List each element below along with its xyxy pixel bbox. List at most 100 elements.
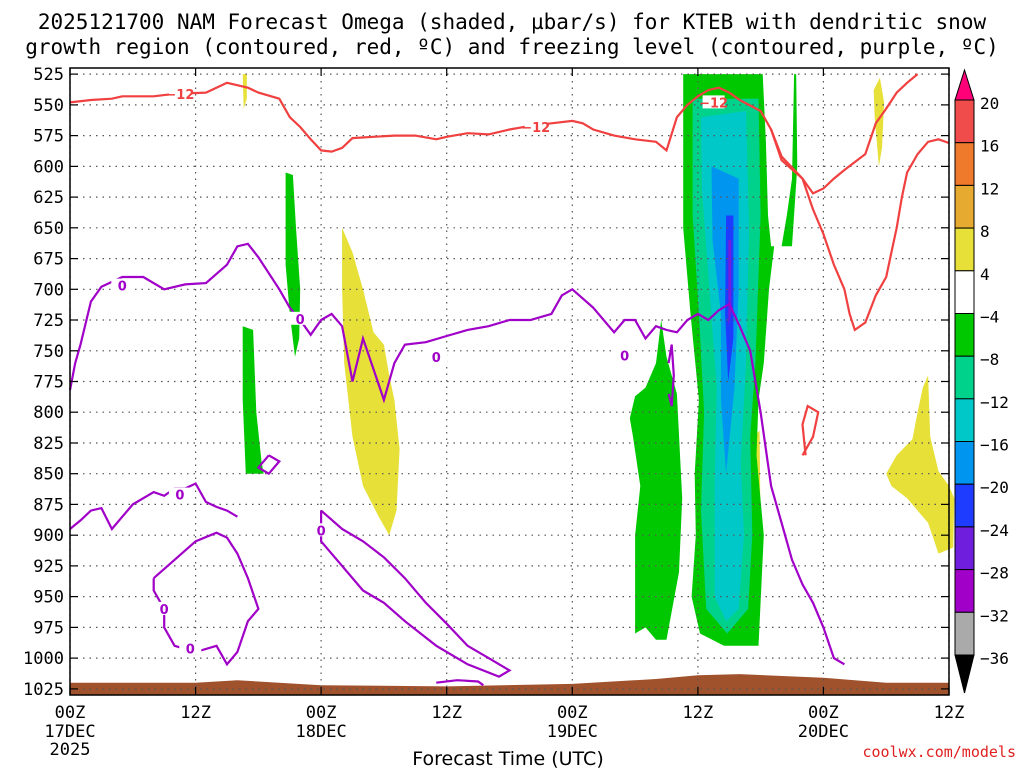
contour-label-bg [168,86,191,100]
dgz-contour-lower [770,129,950,332]
colorbar-level-label: −8 [980,350,999,369]
colorbar-level-label: −20 [980,478,1009,497]
contour-label: 0 [317,524,326,539]
x-tick-time: 12Z [431,703,462,723]
contour-label-bg [179,641,202,655]
y-tick-label: 625 [33,188,64,208]
colorbar-segment [954,526,975,571]
y-tick-label: 800 [33,403,64,423]
colorbar-segment [954,569,975,613]
y-tick-label: 550 [33,96,64,116]
colorbar-level-label: 8 [980,222,990,241]
freezing-contour-lower [69,482,238,531]
colorbar-level-label: −4 [980,308,999,327]
x-tick-time: 00Z [557,703,588,723]
x-axis-label: Forecast Time (UTC) [412,748,603,768]
colorbar: 20 16 12 8 4 −4 −8 −12 −16 −20 −24 −28 −32 −36 [954,68,1009,694]
colorbar-level-label: −16 [980,436,1009,455]
colorbar-level-label: 12 [980,179,999,198]
y-tick-label: 650 [33,219,64,239]
x-tick-time: 00Z [306,703,337,723]
contour-label: −12 [699,96,728,111]
colorbar-level-label: −24 [980,521,1009,540]
contour-label: 0 [620,350,629,365]
x-tick-time: 12Z [683,703,714,723]
colorbar-segment [954,355,975,400]
y-tick-label: 525 [33,65,64,85]
x-tick-year: 2025 [50,740,91,760]
y-tick-label: 775 [33,373,64,393]
omega-positive-yellow-top-west [242,74,247,109]
y-tick-label: 900 [33,526,64,546]
contour-label-bg [153,601,176,615]
freezing-contour-thin [667,344,675,407]
colorbar-segment [954,99,975,144]
colorbar-level-label: −32 [980,606,1009,625]
colorbar-level-label: −36 [980,649,1009,668]
y-tick-label: 750 [33,342,64,362]
y-tick-label: 700 [33,280,64,300]
colorbar-level-label: 4 [980,265,990,284]
freezing-contour-small-loop [256,454,281,476]
omega-core-minus24 [728,240,732,327]
x-tick-time: 12Z [180,703,211,723]
contour-label: 0 [186,642,195,657]
freezing-contour-main [68,242,845,666]
contour-label-bg [524,120,547,133]
freezing-contour-loop-mid [320,509,512,678]
chart-title-line-2: growth region (contoured, red, ºC) and f… [25,35,999,59]
contour-label: −12 [165,88,194,103]
colorbar-level-label: 16 [980,137,999,156]
credit-label: coolwx.com/models [862,743,1016,761]
y-tick-label: 925 [33,557,64,577]
y-tick-label: 875 [33,495,64,515]
x-tick-date: 19DEC [547,722,598,742]
contour-label-bg [111,278,134,292]
omega-positive-yellow-mid [342,227,400,536]
omega-green-mid [285,172,301,357]
contour-label-bg [289,311,312,325]
y-tick-label: 950 [33,588,64,608]
contour-label: 0 [432,351,441,366]
contour-label-bg [310,523,333,537]
dgz-contour-upper [69,73,919,195]
y-tick-label: 975 [33,618,64,638]
colorbar-segment [954,227,975,272]
y-tick-label: 600 [33,157,64,177]
contour-label: 0 [296,313,305,328]
y-tick-label: 1025 [23,680,64,700]
colorbar-segment [954,483,975,528]
colorbar-level-label: −12 [980,393,1009,412]
colorbar-segment [954,398,975,442]
omega-green-west [242,326,264,474]
y-tick-label: 675 [33,250,64,270]
contour-label: 0 [175,489,184,504]
y-tick-label: 725 [33,311,64,331]
colorbar-segment [954,270,975,314]
contour-label-bg [168,487,191,501]
grid-lines [69,68,950,695]
y-axis-ticks: 525 550 575 600 625 650 675 700 725 750 775 800 825 8… [23,65,949,700]
y-tick-label: 850 [33,465,64,485]
freezing-contour-surface [436,679,484,687]
colorbar-segment [954,313,975,357]
x-tick-date: 20DEC [798,722,849,742]
contour-label-bg [613,348,636,362]
x-tick-time: 12Z [934,703,965,723]
omega-positive-yellow-east [886,375,955,554]
colorbar-segment [954,184,975,229]
colorbar-top-arrow [954,68,975,101]
colorbar-segment [954,441,975,485]
terrain-polygon [70,674,949,695]
dgz-contour-loop [801,404,820,456]
x-tick-date: 18DEC [296,722,347,742]
omega-positive-yellow-top-east [873,77,885,167]
y-tick-label: 1000 [23,649,64,669]
colorbar-level-label: −28 [980,564,1009,583]
terrain-fill [70,674,949,695]
contour-label: −12 [521,121,550,136]
colorbar-bottom-arrow [954,654,975,694]
x-tick-date: 17DEC [44,722,95,742]
